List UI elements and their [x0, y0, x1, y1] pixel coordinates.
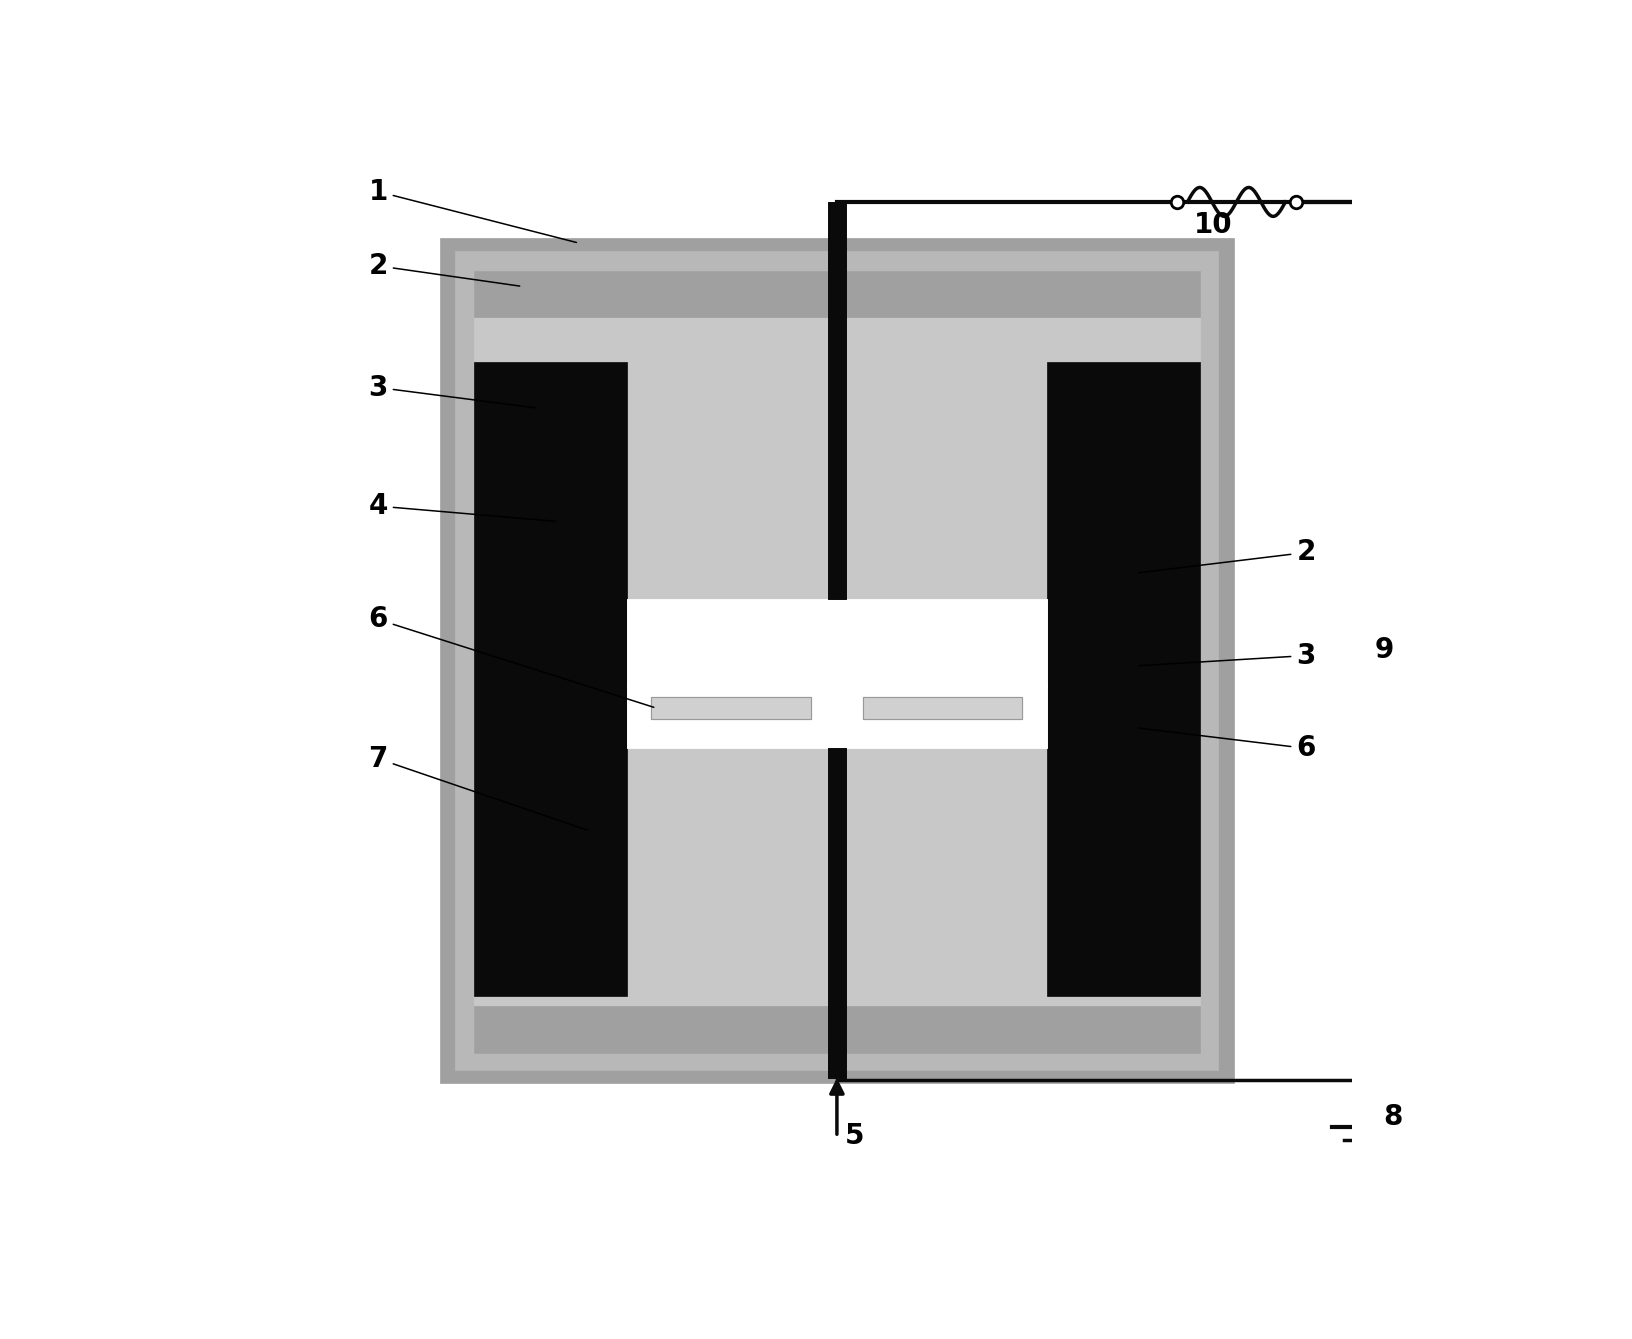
Bar: [827, 749, 845, 1078]
Bar: [862, 696, 1022, 719]
Bar: [927, 599, 1046, 687]
Bar: [473, 1006, 1200, 1052]
Text: 2: 2: [1138, 538, 1315, 573]
Bar: [827, 202, 845, 599]
Bar: [827, 202, 845, 599]
Bar: [439, 238, 1234, 1083]
Text: 4: 4: [369, 491, 555, 521]
Bar: [473, 270, 1200, 1052]
Bar: [651, 696, 811, 719]
Text: 3: 3: [1138, 641, 1315, 670]
Bar: [473, 270, 1200, 317]
Bar: [627, 599, 1046, 687]
Text: 5: 5: [845, 1122, 863, 1150]
Bar: [473, 362, 627, 996]
Bar: [927, 684, 1046, 749]
Bar: [827, 749, 845, 1078]
Bar: [627, 684, 1046, 749]
Text: 3: 3: [369, 374, 535, 408]
Bar: [627, 599, 746, 687]
Bar: [627, 599, 1046, 687]
Text: 6: 6: [1138, 728, 1315, 762]
Bar: [627, 599, 1046, 687]
Bar: [862, 696, 1022, 719]
Text: 2: 2: [369, 252, 519, 287]
Bar: [651, 696, 811, 719]
Bar: [455, 252, 1217, 1070]
Bar: [627, 684, 1046, 749]
Text: 9: 9: [1374, 636, 1394, 664]
Bar: [1046, 362, 1200, 996]
Text: 7: 7: [369, 744, 586, 830]
Text: 6: 6: [369, 605, 653, 707]
Text: 1: 1: [369, 178, 576, 242]
Bar: [627, 684, 1046, 749]
Bar: [627, 684, 746, 749]
Text: 10: 10: [1193, 210, 1232, 238]
Text: 8: 8: [1382, 1103, 1402, 1130]
